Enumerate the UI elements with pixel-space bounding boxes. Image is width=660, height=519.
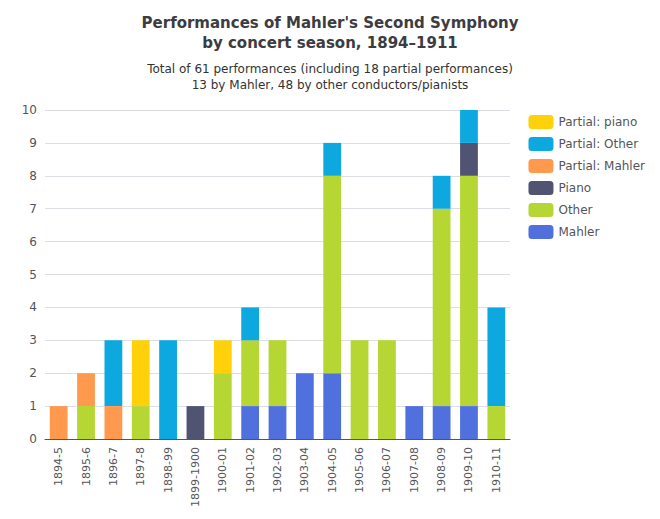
svg-text:Partial: Mahler: Partial: Mahler: [558, 159, 645, 173]
svg-text:1: 1: [29, 399, 37, 413]
svg-text:0: 0: [29, 432, 37, 446]
svg-text:9: 9: [29, 136, 37, 150]
svg-text:6: 6: [29, 235, 37, 249]
svg-text:7: 7: [29, 202, 37, 216]
svg-text:1906-07: 1906-07: [380, 447, 393, 493]
svg-text:Partial: piano: Partial: piano: [558, 115, 637, 129]
svg-text:by concert season, 1894–1911: by concert season, 1894–1911: [202, 34, 458, 52]
svg-text:Partial: Other: Partial: Other: [558, 137, 638, 151]
svg-text:1895-6: 1895-6: [80, 447, 93, 486]
svg-text:1905-06: 1905-06: [353, 447, 366, 493]
svg-text:5: 5: [29, 268, 37, 282]
svg-text:13 by Mahler, 48 by other cond: 13 by Mahler, 48 by other conductors/pia…: [192, 78, 469, 92]
svg-text:Piano: Piano: [558, 181, 591, 195]
svg-text:1904-05: 1904-05: [326, 447, 339, 493]
svg-text:1896-7: 1896-7: [107, 447, 120, 486]
svg-text:8: 8: [29, 169, 37, 183]
svg-text:1902-03: 1902-03: [271, 447, 284, 493]
svg-text:3: 3: [29, 333, 37, 347]
svg-text:1908-09: 1908-09: [435, 447, 448, 493]
svg-text:2: 2: [29, 366, 37, 380]
svg-text:4: 4: [29, 300, 37, 314]
svg-text:1901-02: 1901-02: [244, 447, 257, 493]
svg-text:1894-5: 1894-5: [52, 447, 65, 486]
svg-text:1910-11: 1910-11: [490, 447, 503, 493]
svg-text:1900-01: 1900-01: [216, 447, 229, 493]
svg-text:Other: Other: [558, 203, 592, 217]
svg-text:1903-04: 1903-04: [298, 447, 311, 493]
svg-text:Mahler: Mahler: [558, 225, 599, 239]
svg-text:Performances of Mahler's Secon: Performances of Mahler's Second Symphony: [142, 14, 519, 32]
svg-text:1899-1900: 1899-1900: [189, 447, 202, 507]
svg-text:Total of 61 performances (incl: Total of 61 performances (including 18 p…: [146, 62, 513, 76]
svg-text:1909-10: 1909-10: [462, 447, 475, 493]
svg-text:1898-99: 1898-99: [162, 447, 175, 493]
svg-text:1897-8: 1897-8: [134, 447, 147, 486]
svg-text:1907-08: 1907-08: [408, 447, 421, 493]
svg-text:10: 10: [22, 103, 37, 117]
